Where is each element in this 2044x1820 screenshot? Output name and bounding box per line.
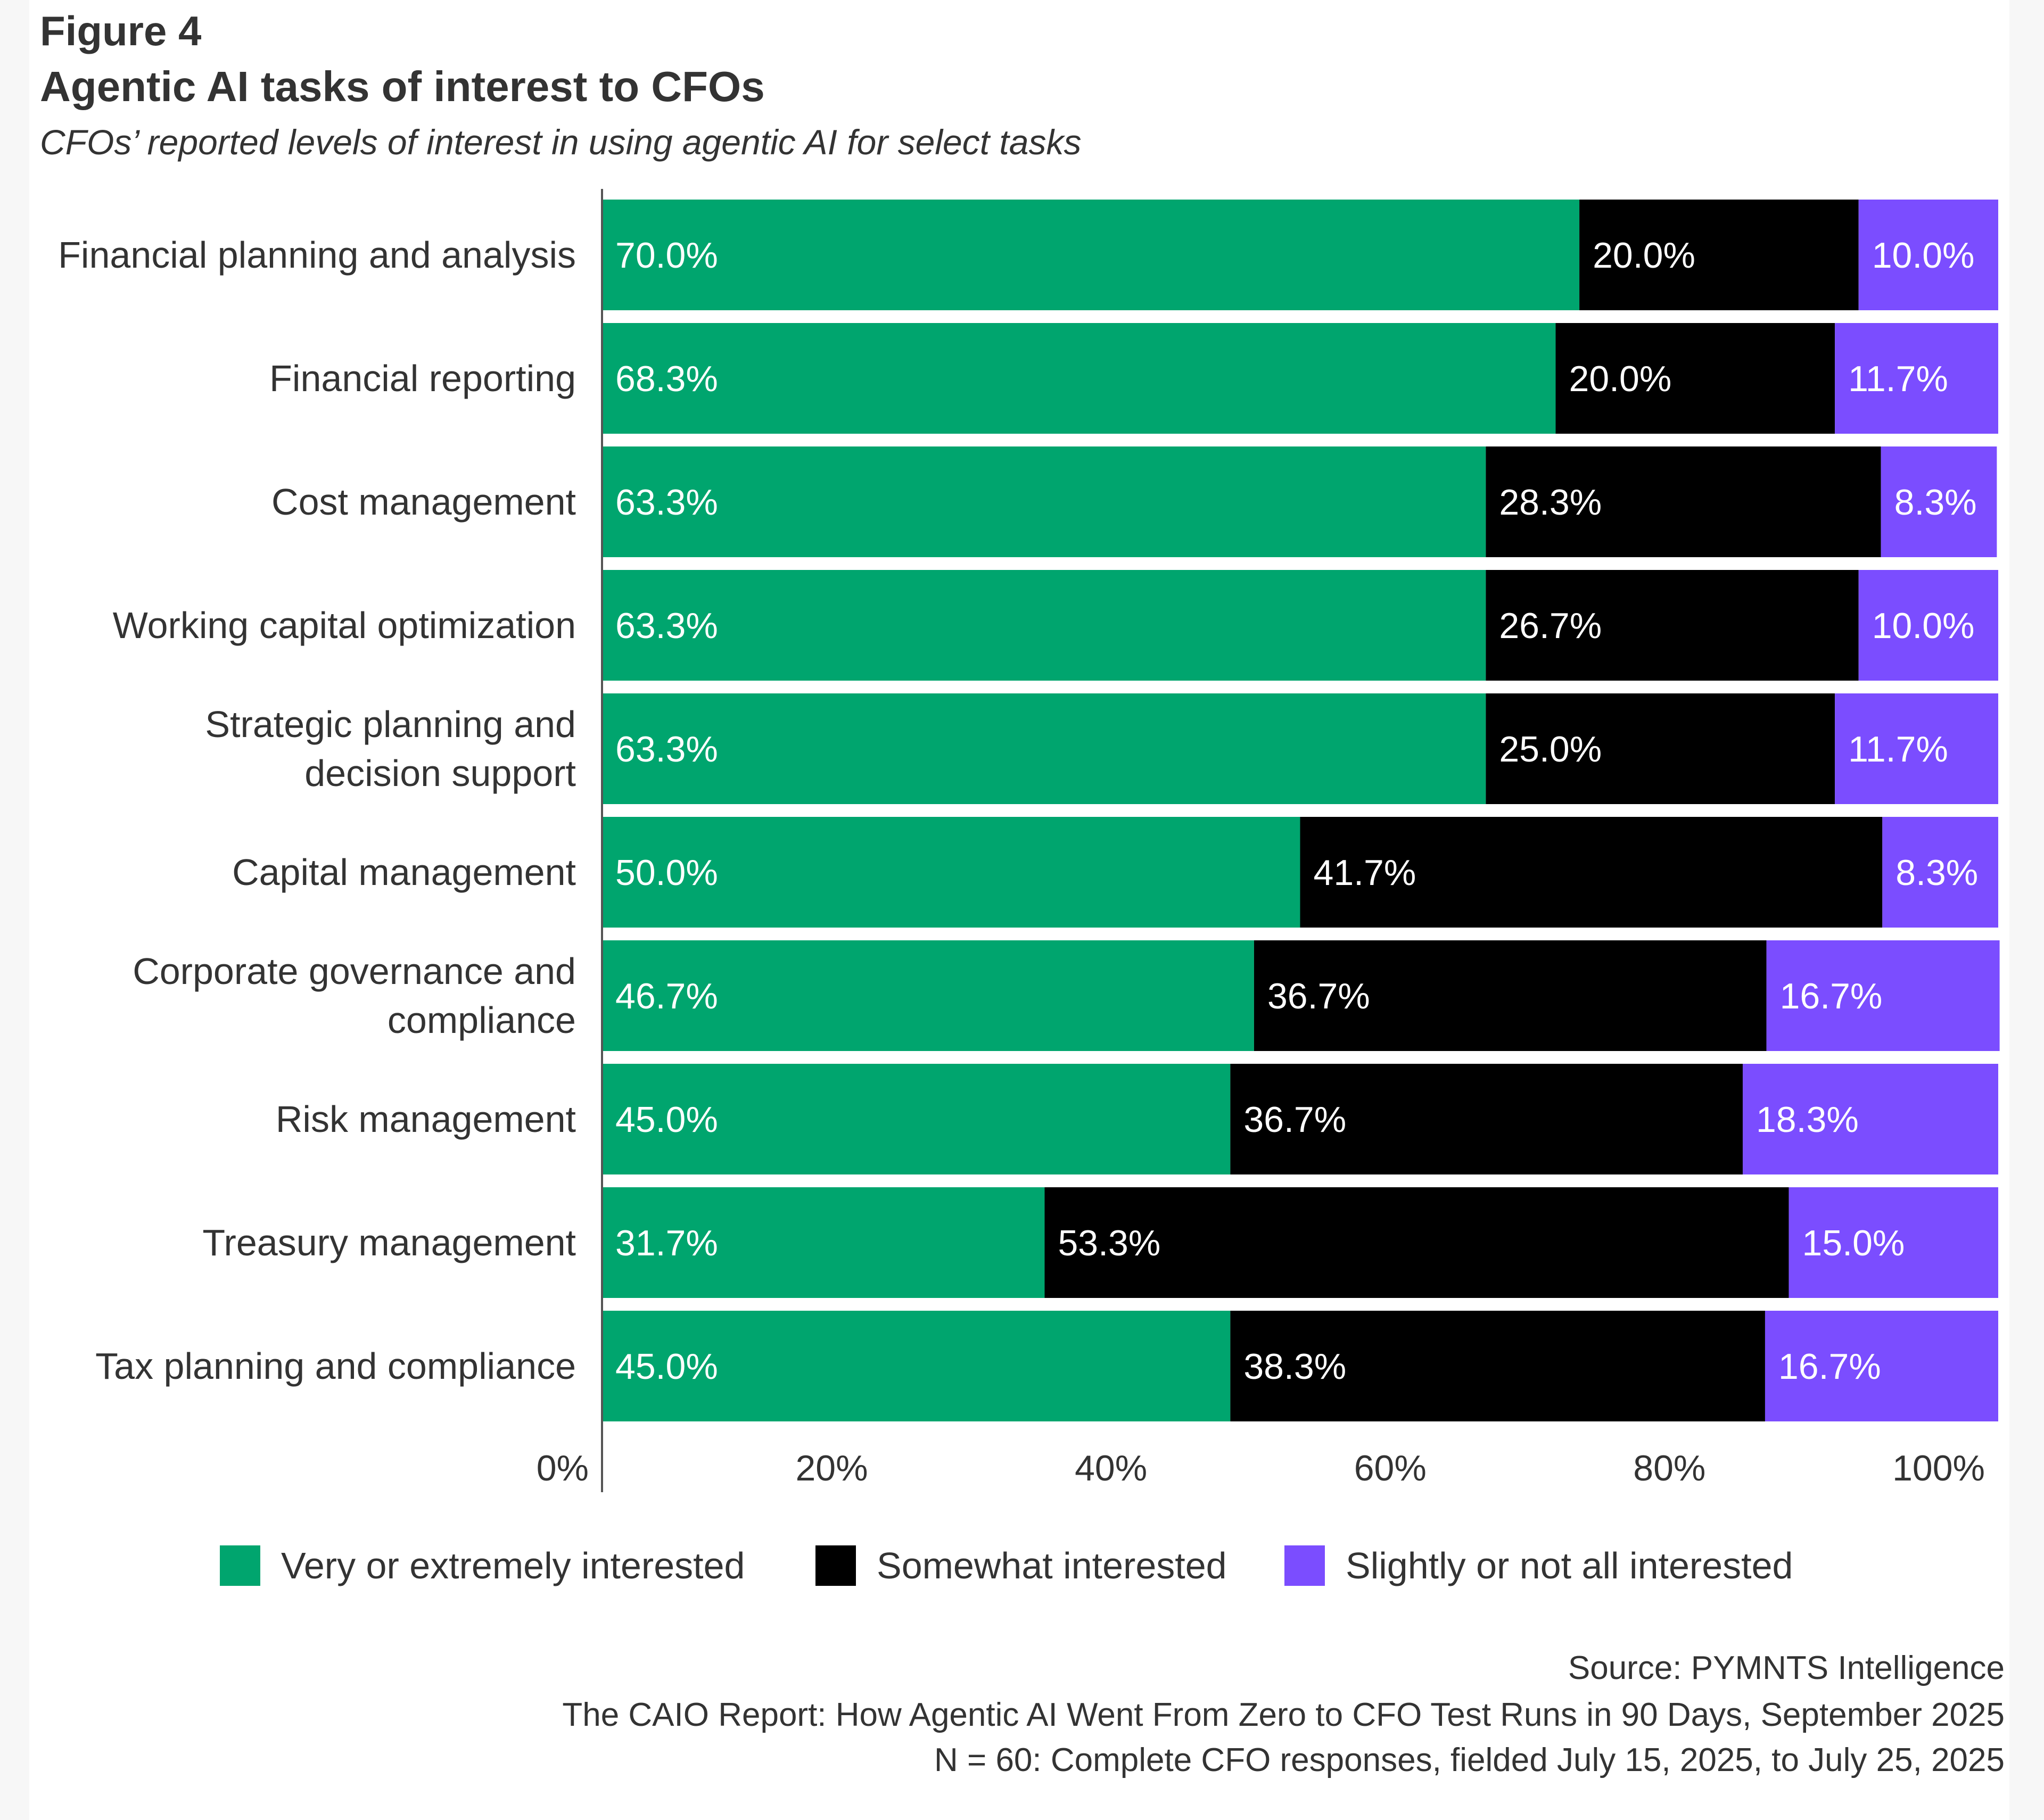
bar-segment-2 (1486, 446, 1881, 557)
x-tick-label: 0% (537, 1448, 589, 1488)
data-label: 31.7% (615, 1223, 718, 1263)
bar-segment-2 (1555, 323, 1835, 434)
data-label: 36.7% (1243, 1099, 1346, 1140)
bar-segment-3 (1881, 446, 1997, 557)
bars-group: 70.0% 20.0% 10.0% 68.3% 20.0% 11.7% 63.3% 28.3%… (602, 200, 2000, 1421)
data-label: 63.3% (615, 606, 718, 646)
bar-segment-2 (1300, 817, 1883, 928)
data-label: 68.3% (615, 359, 718, 399)
category-label: Strategic planning and decision support (205, 704, 576, 794)
bar-segment-3 (1835, 693, 1998, 804)
legend-swatch (1284, 1545, 1325, 1586)
data-label: 63.3% (615, 729, 718, 770)
data-label: 8.3% (1895, 853, 1978, 893)
data-label: 11.7% (1848, 729, 1948, 770)
data-label: 45.0% (615, 1099, 718, 1140)
bar-segment-1 (602, 1187, 1045, 1298)
legend-label: Very or extremely interested (281, 1545, 745, 1586)
category-label: Tax planning and compliance (95, 1345, 576, 1387)
bar-segment-2 (1230, 1064, 1743, 1174)
bar-segment-1 (602, 446, 1486, 557)
bar-segment-1 (602, 200, 1580, 310)
bar-segment-3 (1858, 570, 1998, 681)
data-label: 28.3% (1499, 482, 1602, 523)
bar-segment-3 (1789, 1187, 1998, 1298)
footer-report: The CAIO Report: How Agentic AI Went Fro… (562, 1697, 2005, 1733)
category-label: Corporate governance and compliance (133, 950, 576, 1041)
bar-segment-3 (1742, 1064, 1998, 1174)
bar-segment-2 (1254, 940, 1767, 1051)
bar-segment-1 (602, 693, 1486, 804)
x-tick-label: 80% (1633, 1448, 1705, 1488)
category-label: Risk management (276, 1098, 576, 1140)
data-label: 50.0% (615, 853, 718, 893)
data-label: 53.3% (1058, 1223, 1160, 1263)
legend-swatch (220, 1545, 260, 1586)
x-tick-label: 40% (1075, 1448, 1147, 1488)
data-label: 46.7% (615, 976, 718, 1016)
data-label: 36.7% (1267, 976, 1370, 1016)
data-label: 8.3% (1894, 482, 1977, 523)
data-label: 63.3% (615, 482, 718, 523)
bar-segment-2 (1579, 200, 1859, 310)
bar-segment-3 (1882, 817, 1998, 928)
data-label: 10.0% (1872, 606, 1975, 646)
data-label: 26.7% (1499, 606, 1602, 646)
data-label: 45.0% (615, 1346, 718, 1387)
legend: Very or extremely interested Somewhat int… (220, 1545, 1793, 1586)
data-label: 15.0% (1802, 1223, 1905, 1263)
category-label: Cost management (271, 481, 576, 523)
chart-title: Agentic AI tasks of interest to CFOs (40, 63, 765, 110)
category-label: Treasury management (202, 1222, 576, 1263)
data-label: 41.7% (1314, 853, 1416, 893)
x-tick-label: 20% (795, 1448, 868, 1488)
bar-segment-2 (1486, 693, 1835, 804)
bar-segment-3 (1766, 940, 2000, 1051)
bar-segment-1 (602, 1064, 1231, 1174)
bar-segment-2 (1230, 1311, 1765, 1421)
chart-subtitle: CFOs’ reported levels of interest in usi… (40, 122, 1081, 162)
bar-segment-1 (602, 817, 1300, 928)
data-label: 11.7% (1848, 359, 1948, 399)
category-label: Working capital optimization (113, 605, 576, 646)
data-label: 20.0% (1593, 235, 1695, 276)
legend-label: Slightly or not all interested (1346, 1545, 1793, 1586)
bar-segment-1 (602, 323, 1556, 434)
category-label: Capital management (232, 851, 576, 893)
legend-swatch (815, 1545, 856, 1586)
bar-segment-3 (1835, 323, 1998, 434)
x-tick-label: 100% (1892, 1448, 1985, 1488)
category-label: Financial reporting (269, 358, 576, 399)
bar-segment-1 (602, 940, 1254, 1051)
bar-segment-2 (1486, 570, 1859, 681)
data-label: 16.7% (1778, 1346, 1881, 1387)
data-label: 20.0% (1569, 359, 1672, 399)
x-tick-label: 60% (1354, 1448, 1427, 1488)
bar-segment-2 (1044, 1187, 1789, 1298)
data-label: 16.7% (1780, 976, 1883, 1016)
data-label: 18.3% (1756, 1099, 1859, 1140)
data-label: 38.3% (1243, 1346, 1346, 1387)
data-label: 10.0% (1872, 235, 1975, 276)
legend-label: Somewhat interested (877, 1545, 1227, 1586)
figure-label: Figure 4 (40, 7, 201, 54)
bar-segment-3 (1858, 200, 1998, 310)
bar-segment-1 (602, 570, 1486, 681)
data-label: 70.0% (615, 235, 718, 276)
bar-segment-3 (1765, 1311, 1998, 1421)
data-label: 25.0% (1499, 729, 1602, 770)
bar-segment-1 (602, 1311, 1231, 1421)
category-labels: Financial planning and analysis Financial… (58, 234, 576, 1387)
footer-source: Source: PYMNTS Intelligence (1568, 1650, 2005, 1686)
x-axis-ticks: 0% 20% 40% 60% 80% 100% (537, 1448, 1985, 1488)
footer-sample: N = 60: Complete CFO responses, fielded … (934, 1742, 2005, 1778)
category-label: Financial planning and analysis (58, 234, 576, 276)
